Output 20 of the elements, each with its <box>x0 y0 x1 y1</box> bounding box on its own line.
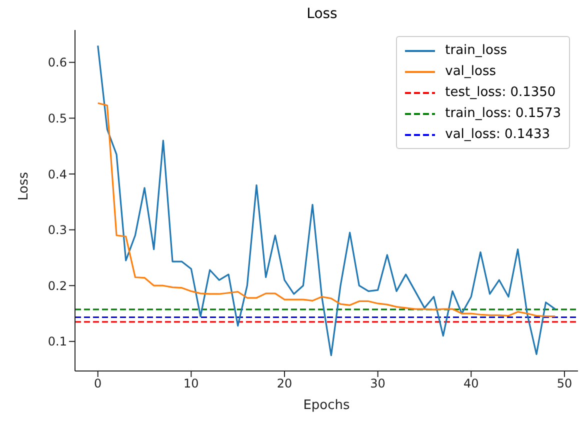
chart-title: Loss <box>306 6 338 22</box>
x-tick-label: 10 <box>184 376 199 391</box>
y-tick-label: 0.2 <box>48 278 67 293</box>
y-axis-title: Loss <box>16 172 32 200</box>
y-tick-label: 0.3 <box>48 223 67 238</box>
y-tick-label: 0.5 <box>48 111 67 126</box>
legend-label: val_loss <box>445 64 496 79</box>
x-axis-title: Epochs <box>303 398 350 413</box>
x-tick-label: 40 <box>464 376 479 391</box>
y-tick-label: 0.6 <box>48 56 67 70</box>
legend-label: val_loss: 0.1433 <box>445 127 550 142</box>
y-tick-label: 0.1 <box>48 334 67 349</box>
y-tick-label: 0.4 <box>48 167 67 182</box>
x-tick-label: 30 <box>370 376 386 391</box>
x-tick-label: 20 <box>276 376 292 391</box>
x-tick-label: 0 <box>94 376 102 391</box>
legend-label: test_loss: 0.1350 <box>445 85 556 100</box>
legend-label: train_loss <box>445 43 507 58</box>
x-tick-label: 50 <box>556 376 572 391</box>
legend-label: train_loss: 0.1573 <box>445 106 561 121</box>
